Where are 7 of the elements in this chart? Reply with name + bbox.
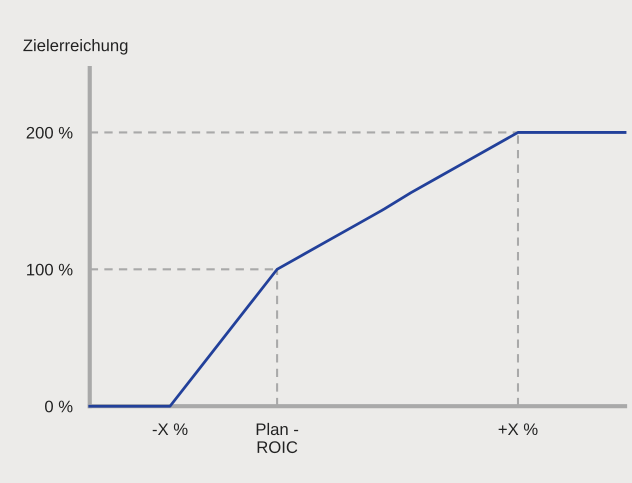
y-tick-label: 100 % [27,264,72,276]
x-tick-label: +X % [498,423,538,436]
y-axis-title: Zielerreichung [23,39,128,55]
y-tick-label: 200 % [26,126,72,139]
x-tick-label: Plan - ROIC [256,422,298,454]
y-tick-label: 0 % [45,400,72,412]
x-tick-label: -X % [152,423,188,436]
